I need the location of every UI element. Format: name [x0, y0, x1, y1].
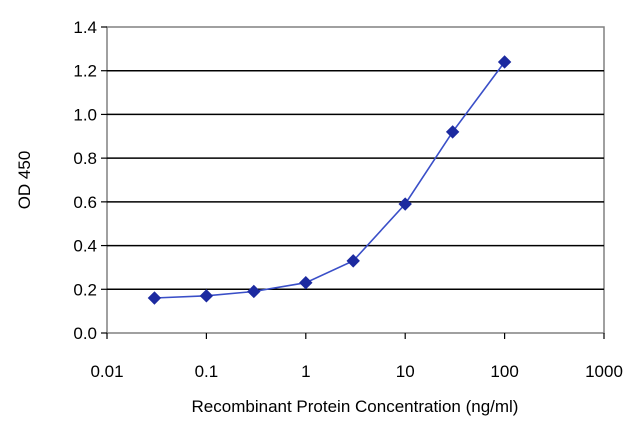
x-axis-label: Recombinant Protein Concentration (ng/ml…: [192, 397, 519, 416]
series-line: [154, 61, 506, 299]
y-axis-label: OD 450: [15, 151, 34, 210]
data-point: [247, 284, 261, 299]
data-point: [445, 125, 460, 139]
y-tick-label: 0.2: [73, 280, 97, 299]
y-tick-label: 0.0: [73, 324, 97, 343]
y-tick-label: 1.2: [73, 62, 97, 81]
data-point: [199, 289, 214, 303]
y-tick-label: 1.4: [73, 18, 97, 37]
data-point: [497, 55, 512, 69]
y-axis: 0.0 0.2 0.4 0.6 0.8 1.0 1.2 1.4: [73, 18, 107, 343]
x-tick-label: 0.01: [90, 362, 123, 381]
x-axis: 0.01 0.1 1 10 100 1000: [90, 333, 623, 381]
data-point: [299, 276, 313, 290]
y-tick-label: 0.6: [73, 193, 97, 212]
series-group: [147, 55, 512, 305]
y-tick-label: 0.4: [73, 237, 97, 256]
data-point: [398, 197, 412, 211]
y-tick-label: 1.0: [73, 105, 97, 124]
x-tick-label: 1000: [585, 362, 623, 381]
y-tick-label: 0.8: [73, 149, 97, 168]
x-tick-label: 100: [490, 362, 518, 381]
x-tick-label: 1: [301, 362, 310, 381]
gridlines: [107, 69, 604, 291]
x-tick-label: 10: [396, 362, 415, 381]
plot-area: [106, 26, 605, 334]
data-point: [147, 291, 162, 305]
x-tick-label: 0.1: [195, 362, 219, 381]
data-point: [346, 254, 360, 268]
